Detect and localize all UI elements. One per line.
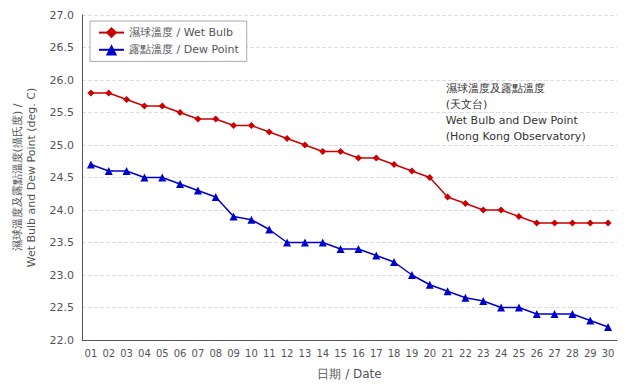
svg-text:13: 13: [299, 348, 312, 359]
svg-text:濕球溫度及露點溫度: 濕球溫度及露點溫度: [446, 82, 545, 95]
svg-text:24.5: 24.5: [50, 171, 75, 184]
svg-text:06: 06: [174, 348, 187, 359]
svg-text:23.5: 23.5: [50, 236, 75, 249]
svg-text:16: 16: [352, 348, 365, 359]
svg-text:22.5: 22.5: [50, 301, 75, 314]
svg-text:Wet Bulb and Dew Point (deg. C: Wet Bulb and Dew Point (deg. C): [25, 88, 38, 268]
svg-text:24: 24: [495, 348, 508, 359]
svg-text:25: 25: [513, 348, 526, 359]
svg-text:14: 14: [316, 348, 329, 359]
svg-text:26.5: 26.5: [50, 41, 75, 54]
svg-text:25.5: 25.5: [50, 106, 75, 119]
svg-text:10: 10: [245, 348, 258, 359]
svg-text:09: 09: [227, 348, 240, 359]
svg-text:07: 07: [192, 348, 205, 359]
svg-text:28: 28: [566, 348, 579, 359]
svg-text:18: 18: [388, 348, 401, 359]
svg-text:露點溫度 / Dew Point: 露點溫度 / Dew Point: [129, 43, 239, 56]
svg-text:01: 01: [85, 348, 98, 359]
svg-text:23: 23: [477, 348, 490, 359]
svg-text:05: 05: [156, 348, 169, 359]
svg-text:27: 27: [548, 348, 561, 359]
svg-text:04: 04: [138, 348, 151, 359]
svg-text:26: 26: [530, 348, 543, 359]
svg-text:20: 20: [423, 348, 436, 359]
svg-text:27.0: 27.0: [50, 9, 75, 22]
svg-text:22: 22: [459, 348, 472, 359]
svg-text:03: 03: [120, 348, 133, 359]
svg-text:08: 08: [209, 348, 222, 359]
svg-text:29: 29: [584, 348, 597, 359]
svg-text:(Hong Kong Observatory): (Hong Kong Observatory): [446, 130, 586, 143]
svg-text:30: 30: [602, 348, 615, 359]
svg-text:濕球溫度 / Wet Bulb: 濕球溫度 / Wet Bulb: [129, 26, 233, 39]
svg-text:Wet Bulb and Dew Point: Wet Bulb and Dew Point: [446, 114, 579, 127]
svg-text:26.0: 26.0: [50, 74, 75, 87]
svg-text:23.0: 23.0: [50, 269, 75, 282]
svg-text:17: 17: [370, 348, 383, 359]
svg-text:24.0: 24.0: [50, 204, 75, 217]
svg-text:12: 12: [281, 348, 294, 359]
svg-text:21: 21: [441, 348, 454, 359]
svg-text:25.0: 25.0: [50, 139, 75, 152]
svg-text:15: 15: [334, 348, 347, 359]
svg-text:11: 11: [263, 348, 276, 359]
svg-text:02: 02: [102, 348, 115, 359]
svg-text:19: 19: [406, 348, 419, 359]
svg-text:濕球溫度及露點溫度(攝氏度) /: 濕球溫度及露點溫度(攝氏度) /: [11, 103, 24, 251]
svg-text:日期 / Date: 日期 / Date: [317, 367, 381, 381]
svg-text:22.0: 22.0: [50, 334, 75, 347]
svg-text:(天文台): (天文台): [446, 98, 488, 111]
